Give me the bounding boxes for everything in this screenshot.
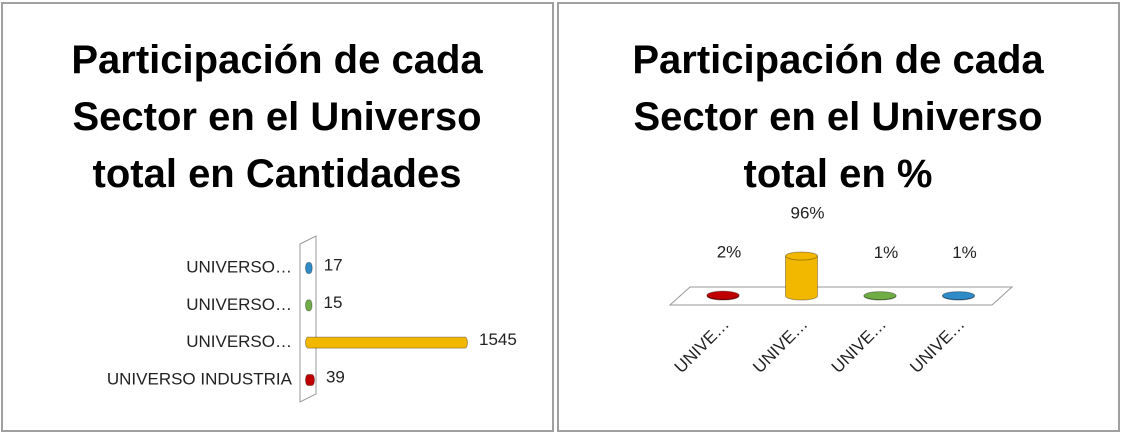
- bar: [706, 290, 740, 301]
- data-label: 1%: [874, 243, 899, 262]
- bar: [305, 374, 315, 386]
- y-tick-label: UNIVERSO…: [186, 332, 292, 351]
- bar: [305, 262, 313, 274]
- y-tick-label: UNIVERSO…: [186, 295, 292, 314]
- x-tick-label: UNIVE…: [906, 315, 968, 377]
- data-label: 96%: [790, 203, 824, 222]
- floor: [668, 286, 1014, 306]
- chart-title: Participación de cada Sector en el Unive…: [632, 38, 1044, 196]
- bar: [305, 336, 468, 349]
- x-tick-label: UNIVE…: [671, 315, 733, 377]
- back-wall: [299, 235, 317, 403]
- y-tick-label: UNIVERSO…: [186, 257, 292, 276]
- x-tick-label: UNIVE…: [828, 315, 890, 377]
- bar: [942, 291, 975, 301]
- bar: [785, 251, 818, 301]
- data-label: 17: [324, 255, 343, 274]
- data-label: 1%: [952, 243, 977, 262]
- x-tick-label: UNIVE…: [749, 315, 811, 377]
- data-label: 2%: [717, 243, 742, 262]
- data-label: 39: [326, 367, 345, 386]
- data-label: 15: [324, 293, 343, 312]
- chart-panel: [1, 2, 554, 432]
- y-tick-label: UNIVERSO INDUSTRIA: [107, 369, 293, 388]
- data-label: 1545: [479, 330, 517, 349]
- bar: [863, 291, 897, 301]
- chart-title: Participación de cada Sector en el Unive…: [71, 38, 483, 196]
- chart-panel: [557, 2, 1120, 432]
- bar: [305, 299, 313, 312]
